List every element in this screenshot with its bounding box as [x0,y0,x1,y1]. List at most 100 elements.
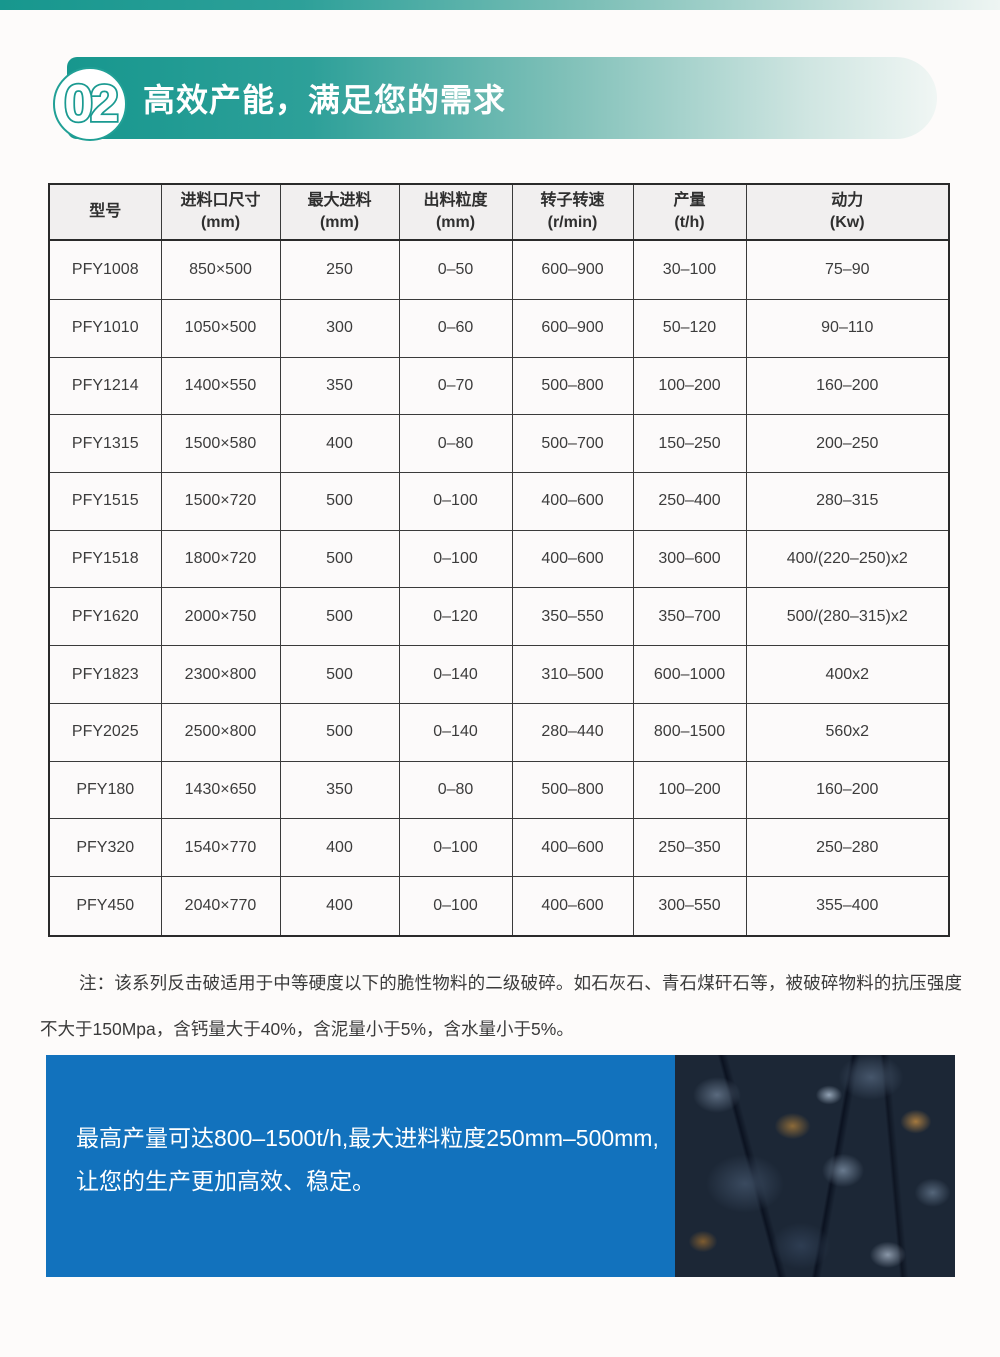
table-cell: 500–700 [511,414,634,473]
table-cell: 160–200 [745,760,950,820]
column-header: 型号 [48,183,162,241]
table-cell: 0–60 [398,298,513,358]
table-cell: 1050×500 [160,298,281,358]
table-cell: 90–110 [745,298,950,358]
table-cell: 1500×720 [160,471,281,531]
table-cell: 500 [279,529,400,589]
column-header: 最大进料 (mm) [279,183,400,241]
table-cell: 250–350 [632,818,747,878]
table-cell: 500 [279,645,400,704]
banner-line-2: 让您的生产更加高效、稳定。 [76,1168,375,1194]
table-row: PFY1214 1400×550 350 0–70 500–800 100–200 160–… [48,356,950,416]
table-cell: 0–120 [398,587,513,647]
spec-table: 型号 进料口尺寸 (mm) 最大进料 (mm) 出料粒度 (mm) 转子转速 (r/min) 产量… [48,183,950,937]
table-cell: 400–600 [511,471,634,531]
table-cell: 50–120 [632,298,747,358]
table-cell: 350–700 [632,587,747,647]
table-row: PFY1010 1050×500 300 0–60 600–900 50–120 90–11… [48,298,950,358]
table-row: PFY320 1540×770 400 0–100 400–600 250–350 250–… [48,818,950,878]
table-cell: 400 [279,414,400,473]
table-row: PFY1315 1500×580 400 0–80 500–700 150–250 200–… [48,414,950,473]
table-cell: 500–800 [511,760,634,820]
table-cell: 1500×580 [160,414,281,473]
table-cell: 400–600 [511,818,634,878]
table-cell: 400–600 [511,529,634,589]
table-cell: 400x2 [745,645,950,704]
table-cell: 500 [279,702,400,762]
table-cell: 250 [279,239,400,300]
table-row: PFY1008 850×500 250 0–50 600–900 30–100 75–90 [48,239,950,300]
table-cell: PFY1315 [48,414,162,473]
table-cell: PFY1823 [48,645,162,704]
table-cell: 560x2 [745,702,950,762]
banner-line-1: 最高产量可达800–1500t/h,最大进料粒度250mm–500mm, [76,1125,659,1151]
table-cell: PFY1010 [48,298,162,358]
table-cell: 350 [279,760,400,820]
table-cell: 200–250 [745,414,950,473]
table-cell: 1800×720 [160,529,281,589]
table-cell: 1430×650 [160,760,281,820]
table-cell: 280–440 [511,702,634,762]
table-row: PFY2025 2500×800 500 0–140 280–440 800–1500 56… [48,702,950,762]
header-row: 型号 进料口尺寸 (mm) 最大进料 (mm) 出料粒度 (mm) 转子转速 (r/min) 产量… [48,183,950,241]
spec-table-head: 型号 进料口尺寸 (mm) 最大进料 (mm) 出料粒度 (mm) 转子转速 (r/min) 产量… [48,183,950,241]
column-header: 产量 (t/h) [632,183,747,241]
table-cell: 600–1000 [632,645,747,704]
banner-text: 最高产量可达800–1500t/h,最大进料粒度250mm–500mm, 让您的… [76,1117,659,1203]
table-cell: 100–200 [632,356,747,416]
table-cell: 0–50 [398,239,513,300]
section-number-badge: 02 [53,67,127,141]
table-cell: 500 [279,471,400,531]
spec-table-wrap: 型号 进料口尺寸 (mm) 最大进料 (mm) 出料粒度 (mm) 转子转速 (r/min) 产量… [48,183,950,937]
table-cell: PFY1008 [48,239,162,300]
table-cell: 30–100 [632,239,747,300]
table-cell: 400 [279,876,400,937]
table-cell: 400 [279,818,400,878]
table-cell: 600–900 [511,298,634,358]
table-cell: 0–140 [398,702,513,762]
section-number-text: 02 [64,75,117,133]
top-accent-strip [0,0,1000,10]
table-cell: 350–550 [511,587,634,647]
table-cell: 75–90 [745,239,950,300]
table-cell: 250–280 [745,818,950,878]
table-cell: PFY1518 [48,529,162,589]
table-cell: 100–200 [632,760,747,820]
table-row: PFY450 2040×770 400 0–100 400–600 300–550 355–… [48,876,950,937]
section-header-band: 高效产能，满足您的需求 [67,57,937,139]
spec-table-body: PFY1008 850×500 250 0–50 600–900 30–100 75–90 P… [48,239,950,937]
column-header: 进料口尺寸 (mm) [160,183,281,241]
table-cell: PFY1214 [48,356,162,416]
table-cell: PFY320 [48,818,162,878]
table-cell: 0–80 [398,760,513,820]
table-cell: PFY1515 [48,471,162,531]
table-row: PFY180 1430×650 350 0–80 500–800 100–200 160–2… [48,760,950,820]
table-cell: 300 [279,298,400,358]
table-cell: 160–200 [745,356,950,416]
table-cell: 600–900 [511,239,634,300]
table-cell: 0–100 [398,818,513,878]
column-header: 转子转速 (r/min) [511,183,634,241]
table-cell: 800–1500 [632,702,747,762]
table-cell: 150–250 [632,414,747,473]
table-cell: 1400×550 [160,356,281,416]
table-cell: 500/(280–315)x2 [745,587,950,647]
column-header: 出料粒度 (mm) [398,183,513,241]
table-cell: 2300×800 [160,645,281,704]
column-header: 动力 (Kw) [745,183,950,241]
table-cell: PFY450 [48,876,162,937]
table-cell: 280–315 [745,471,950,531]
table-cell: 500 [279,587,400,647]
table-cell: 400/(220–250)x2 [745,529,950,589]
table-cell: 310–500 [511,645,634,704]
table-cell: 400–600 [511,876,634,937]
rock-texture-image [675,1055,955,1277]
table-cell: 250–400 [632,471,747,531]
table-cell: 2000×750 [160,587,281,647]
table-cell: PFY180 [48,760,162,820]
table-cell: 2040×770 [160,876,281,937]
table-cell: 850×500 [160,239,281,300]
highlight-banner: 最高产量可达800–1500t/h,最大进料粒度250mm–500mm, 让您的… [46,1055,955,1277]
table-cell: 0–100 [398,529,513,589]
